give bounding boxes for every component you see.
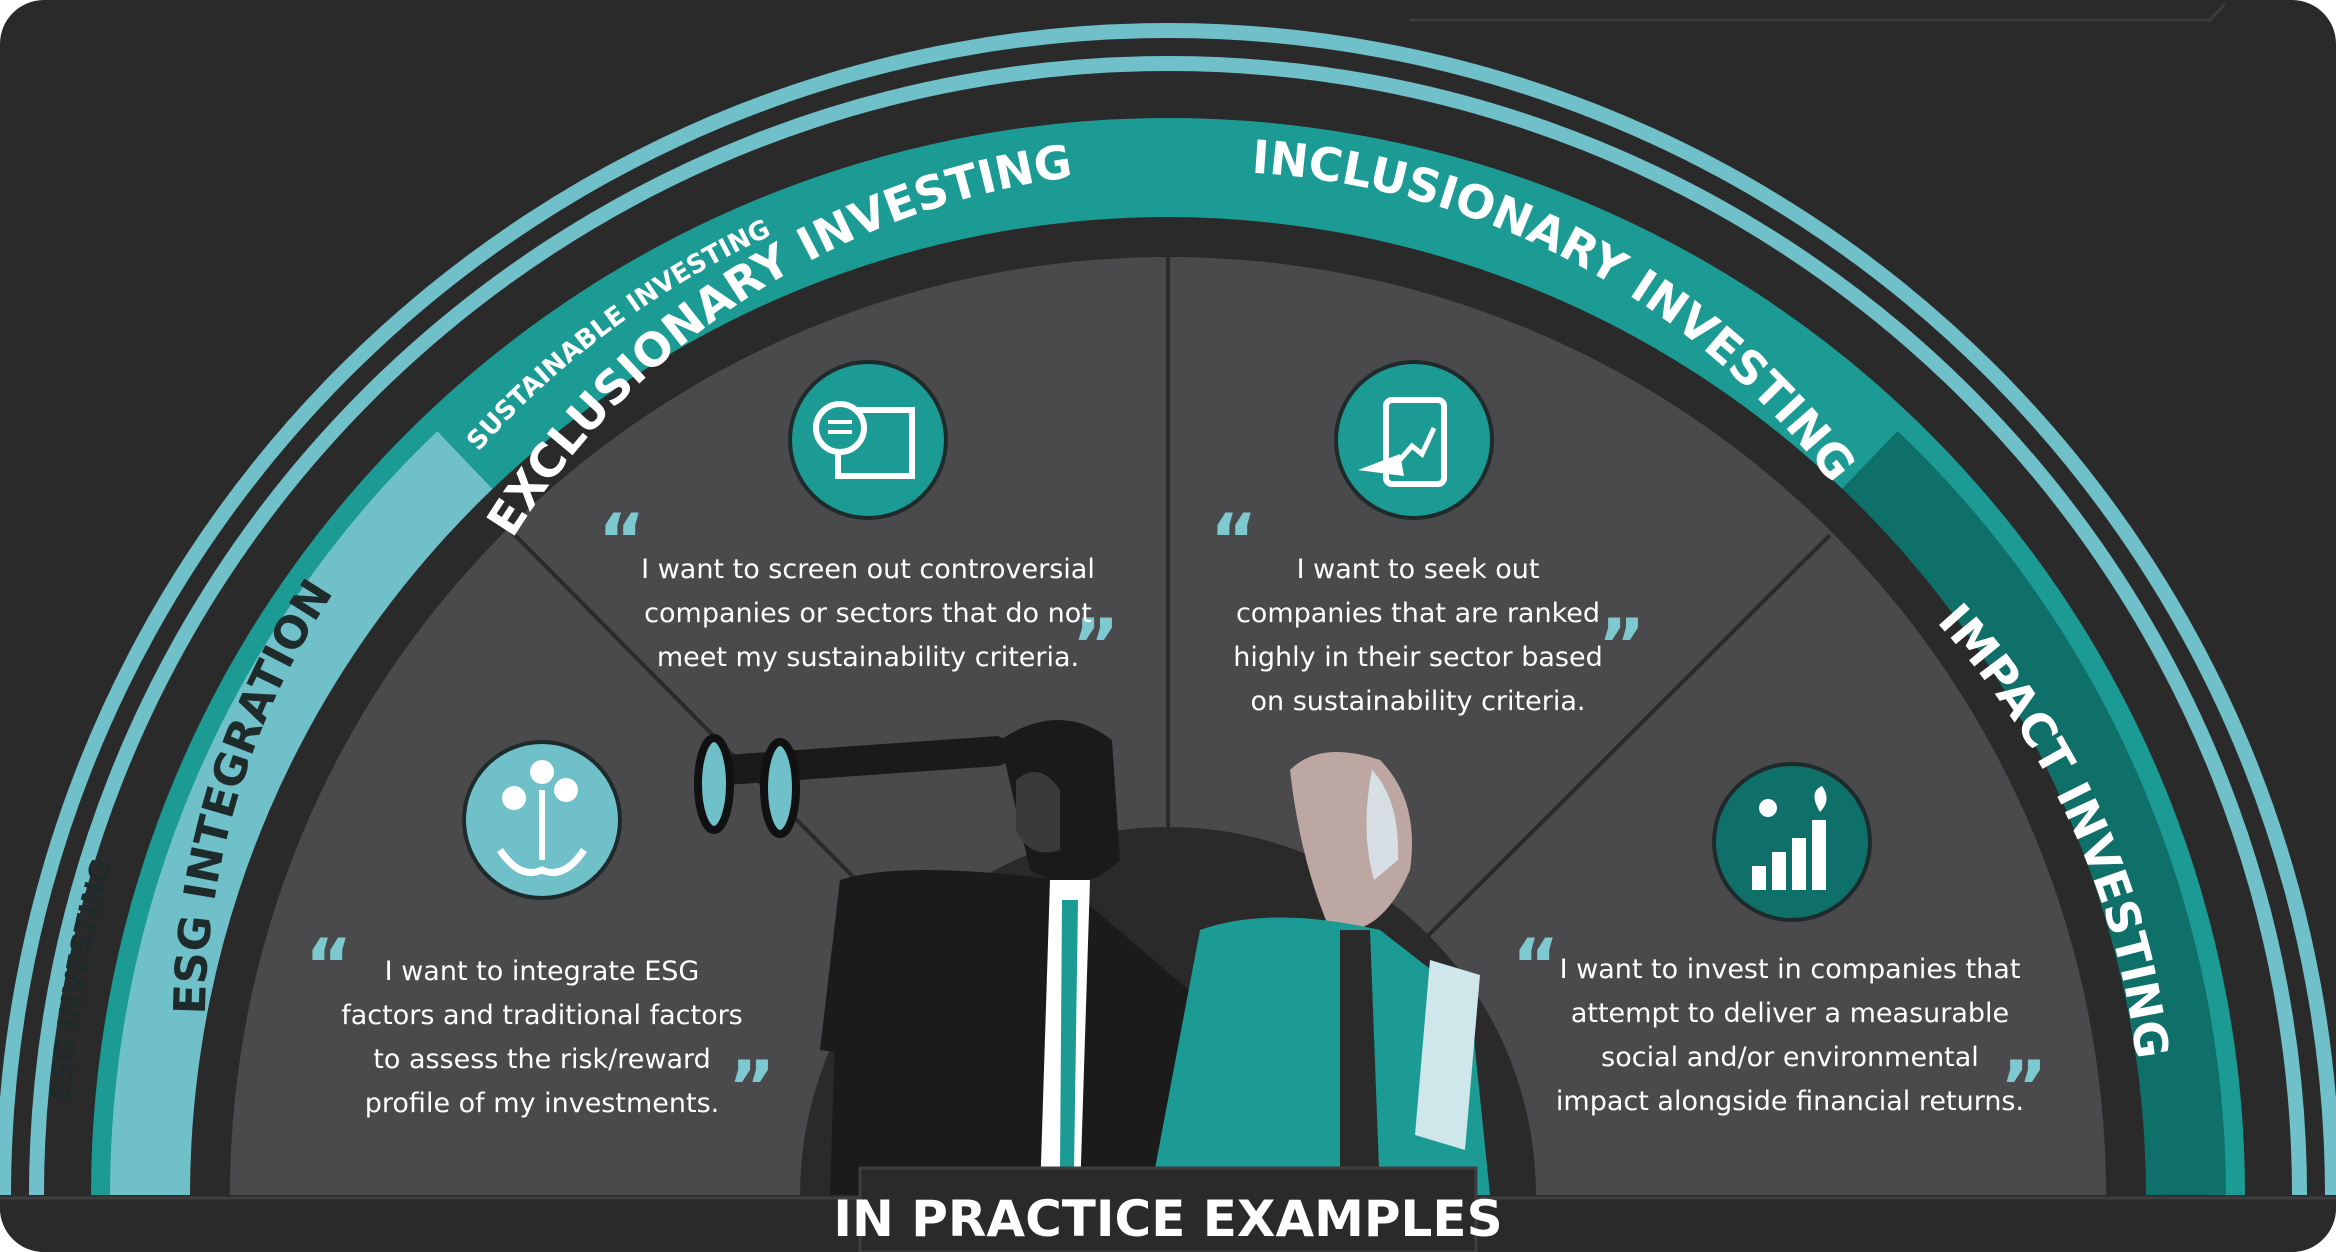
climbing-person-growth-icon xyxy=(1712,762,1872,922)
svg-text:companies or sectors that do n: companies or sectors that do not xyxy=(644,598,1092,629)
svg-text:“: “ xyxy=(1210,498,1257,582)
tablet-growth-chart-icon xyxy=(1334,360,1494,520)
ring-inclusionary xyxy=(1167,137,1898,489)
ring-esg-integration xyxy=(110,431,493,1196)
quote-esg-integration: I want to integrate ESG factors and trad… xyxy=(341,956,743,1119)
quote-impact: I want to invest in companies that attem… xyxy=(1556,954,2024,1117)
top-divider xyxy=(1410,2,2227,22)
quote-exclusionary: I want to screen out controversial compa… xyxy=(641,554,1095,673)
ring-gap xyxy=(11,38,2325,1196)
ring-impact xyxy=(1842,431,2226,1196)
svg-text:companies that are ranked: companies that are ranked xyxy=(1236,598,1600,629)
svg-text:to assess the risk/reward: to assess the risk/reward xyxy=(373,1044,711,1075)
svg-text:”: ” xyxy=(2000,1045,2047,1129)
quote-inclusionary: I want to seek out companies that are ra… xyxy=(1233,554,1602,717)
footer-label-box xyxy=(858,1166,1478,1252)
svg-text:profile of my investments.: profile of my investments. xyxy=(365,1088,719,1119)
svg-text:impact alongside financial ret: impact alongside financial returns. xyxy=(1556,1086,2024,1117)
ring-exclusionary xyxy=(437,137,1169,489)
svg-text:”: ” xyxy=(728,1045,775,1129)
document-screening-folder-icon xyxy=(788,360,948,520)
svg-text:“: “ xyxy=(305,923,352,1007)
svg-text:”: ” xyxy=(1598,603,1645,687)
svg-text:“: “ xyxy=(1512,923,1559,1007)
svg-text:I want to invest in companies: I want to invest in companies that xyxy=(1560,954,2021,985)
svg-text:on sustainability criteria.: on sustainability criteria. xyxy=(1251,686,1586,717)
svg-text:social and/or environmental: social and/or environmental xyxy=(1601,1042,1979,1073)
svg-text:”: ” xyxy=(1072,603,1119,687)
svg-text:meet my sustainability criteri: meet my sustainability criteria. xyxy=(657,642,1079,673)
businessman-with-binoculars xyxy=(694,720,1210,1195)
svg-text:I want to integrate ESG: I want to integrate ESG xyxy=(385,956,700,987)
quote-marks: “ ” “ ” “ ” “ ” xyxy=(305,498,2047,1129)
footer-label: IN PRACTICE EXAMPLES xyxy=(833,1190,1502,1248)
businesswoman-with-folder xyxy=(1150,752,1490,1195)
plant-coins-hands-icon xyxy=(462,740,622,900)
svg-text:highly in their sector based: highly in their sector based xyxy=(1233,642,1602,673)
ring-sustainable-investing xyxy=(91,118,2245,1196)
svg-text:factors and traditional factor: factors and traditional factors xyxy=(341,1000,743,1031)
svg-text:attempt to deliver a measurabl: attempt to deliver a measurable xyxy=(1571,998,2009,1029)
svg-text:“: “ xyxy=(598,498,645,582)
svg-text:I want to seek out: I want to seek out xyxy=(1297,554,1540,585)
svg-text:I want to screen out controver: I want to screen out controversial xyxy=(641,554,1095,585)
